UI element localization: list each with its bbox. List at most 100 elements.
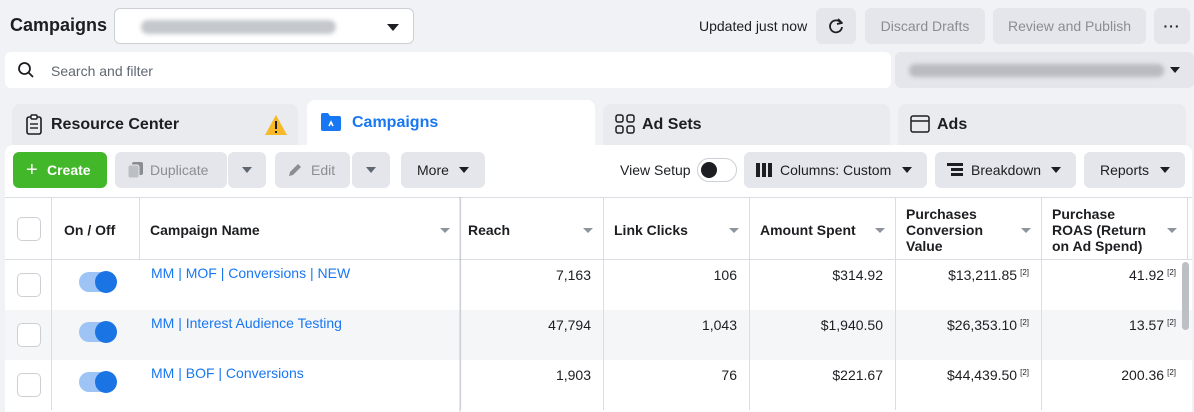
header-label: on Ad Spend) [1052, 238, 1143, 254]
footnote-marker[interactable]: [2] [1020, 318, 1029, 327]
tab-label: Ads [937, 116, 968, 133]
roas-cell: 13.57 [2] [1042, 310, 1188, 360]
columns-icon [756, 163, 772, 177]
review-publish-button[interactable]: Review and Publish [993, 8, 1146, 44]
pencil-icon [289, 164, 301, 176]
roas-cell: 200.36 [2] [1042, 360, 1188, 410]
footnote-marker[interactable]: [2] [1020, 268, 1029, 277]
row-checkbox[interactable] [17, 323, 41, 347]
header-label: Reach [468, 222, 511, 238]
footnote-marker[interactable]: [2] [1167, 368, 1176, 377]
campaign-name-cell: MM | MOF | Conversions | NEW [140, 260, 461, 310]
campaign-toggle[interactable] [79, 321, 117, 343]
amount-spent-header[interactable]: Amount Spent [750, 198, 896, 260]
campaign-name-link[interactable]: MM | MOF | Conversions | NEW [151, 265, 351, 281]
campaign-name-cell: MM | BOF | Conversions [140, 360, 461, 410]
folder-icon [321, 113, 341, 131]
header-label: Amount Spent [760, 222, 856, 238]
plus-icon: + [26, 159, 38, 181]
chevron-down-icon [1170, 67, 1180, 73]
roas-number: 200.36 [1121, 367, 1165, 383]
purchase-roas-header[interactable]: Purchase ROAS (Return on Ad Spend) [1042, 198, 1188, 260]
select-all-checkbox[interactable] [17, 217, 41, 241]
roas-cell: 41.92 [2] [1042, 260, 1188, 310]
create-label: Create [47, 162, 91, 178]
reach-value: 7,163 [555, 267, 591, 283]
sort-caret-icon[interactable] [875, 228, 885, 233]
clicks-value: 106 [713, 267, 737, 283]
toggle-knob [95, 321, 117, 343]
link-clicks-cell: 106 [604, 260, 750, 310]
link-clicks-cell: 76 [604, 360, 750, 410]
campaign-toggle[interactable] [79, 271, 117, 293]
spent-value: $1,940.50 [820, 317, 883, 333]
onoff-header[interactable]: On / Off [52, 198, 140, 260]
sort-caret-icon[interactable] [1167, 228, 1177, 233]
breakdown-button[interactable]: Breakdown [935, 152, 1076, 188]
footnote-marker[interactable]: [2] [1167, 268, 1176, 277]
tab-label: Resource Center [51, 116, 180, 133]
breakdown-label: Breakdown [971, 162, 1042, 178]
tab-campaigns[interactable]: Campaigns [307, 100, 595, 150]
sort-caret-icon[interactable] [440, 228, 450, 233]
campaign-name-header[interactable]: Campaign Name [140, 198, 461, 260]
table-row[interactable]: MM | MOF | Conversions | NEW 7,163 106 $… [5, 260, 1192, 310]
row-checkbox[interactable] [17, 373, 41, 397]
row-checkbox[interactable] [17, 273, 41, 297]
table-row[interactable]: MM | Interest Audience Testing 47,794 1,… [5, 310, 1192, 360]
search-input[interactable]: Search and filter [5, 52, 891, 88]
sort-caret-icon[interactable] [1021, 228, 1031, 233]
account-selector[interactable] [114, 8, 414, 44]
pcv-cell: $26,353.10 [2] [896, 310, 1042, 360]
refresh-icon [829, 18, 843, 34]
campaign-name-cell: MM | Interest Audience Testing [140, 310, 461, 360]
tab-resource-center[interactable]: Resource Center [12, 104, 298, 148]
table-row[interactable]: MM | BOF | Conversions 1,903 76 $221.67 … [5, 360, 1192, 410]
tab-label: Campaigns [352, 114, 439, 131]
campaign-name-link[interactable]: MM | BOF | Conversions [151, 365, 304, 381]
reach-header[interactable]: Reach [461, 198, 604, 260]
clicks-value: 76 [721, 367, 737, 383]
duplicate-button[interactable]: Duplicate [115, 152, 227, 188]
row-select-cell [5, 360, 52, 410]
edit-dropdown-button[interactable] [352, 152, 390, 188]
view-setup-toggle[interactable] [697, 158, 737, 182]
ad-window-icon [910, 115, 930, 133]
reports-button[interactable]: Reports [1084, 152, 1185, 188]
row-select-cell [5, 310, 52, 360]
columns-button[interactable]: Columns: Custom [744, 152, 927, 188]
reach-cell: 1,903 [461, 360, 604, 410]
updated-status: Updated just now [699, 18, 808, 34]
duplicate-dropdown-button[interactable] [228, 152, 266, 188]
chevron-down-icon [902, 167, 912, 173]
footnote-marker[interactable]: [2] [1167, 318, 1176, 327]
discard-drafts-button[interactable]: Discard Drafts [865, 8, 985, 44]
link-clicks-header[interactable]: Link Clicks [604, 198, 750, 260]
page-title: Campaigns [10, 15, 108, 35]
clipboard-icon [26, 114, 42, 135]
onoff-cell [52, 310, 140, 360]
tab-ads[interactable]: Ads [898, 104, 1186, 148]
roas-number: 41.92 [1129, 267, 1165, 283]
sort-caret-icon[interactable] [583, 228, 593, 233]
pcv-value: $13,211.85 [2] [948, 267, 1029, 283]
reach-value: 1,903 [555, 367, 591, 383]
campaign-name-link[interactable]: MM | Interest Audience Testing [151, 315, 342, 331]
campaign-toggle[interactable] [79, 371, 117, 393]
vertical-scrollbar[interactable] [1182, 262, 1189, 330]
more-options-button[interactable]: ··· [1154, 8, 1190, 44]
refresh-button[interactable] [816, 8, 856, 44]
create-button[interactable]: + Create [13, 152, 107, 188]
duplicate-icon [127, 162, 143, 179]
amount-spent-cell: $314.92 [750, 260, 896, 310]
date-range-selector[interactable] [895, 52, 1194, 88]
amount-spent-cell: $1,940.50 [750, 310, 896, 360]
warning-icon [265, 115, 287, 135]
tab-ad-sets[interactable]: Ad Sets [603, 104, 890, 148]
reach-value: 47,794 [548, 317, 591, 333]
footnote-marker[interactable]: [2] [1020, 368, 1029, 377]
more-button[interactable]: More [401, 152, 485, 188]
purchases-conversion-value-header[interactable]: Purchases Conversion Value [896, 198, 1042, 260]
edit-button[interactable]: Edit [275, 152, 350, 188]
sort-caret-icon[interactable] [729, 228, 739, 233]
